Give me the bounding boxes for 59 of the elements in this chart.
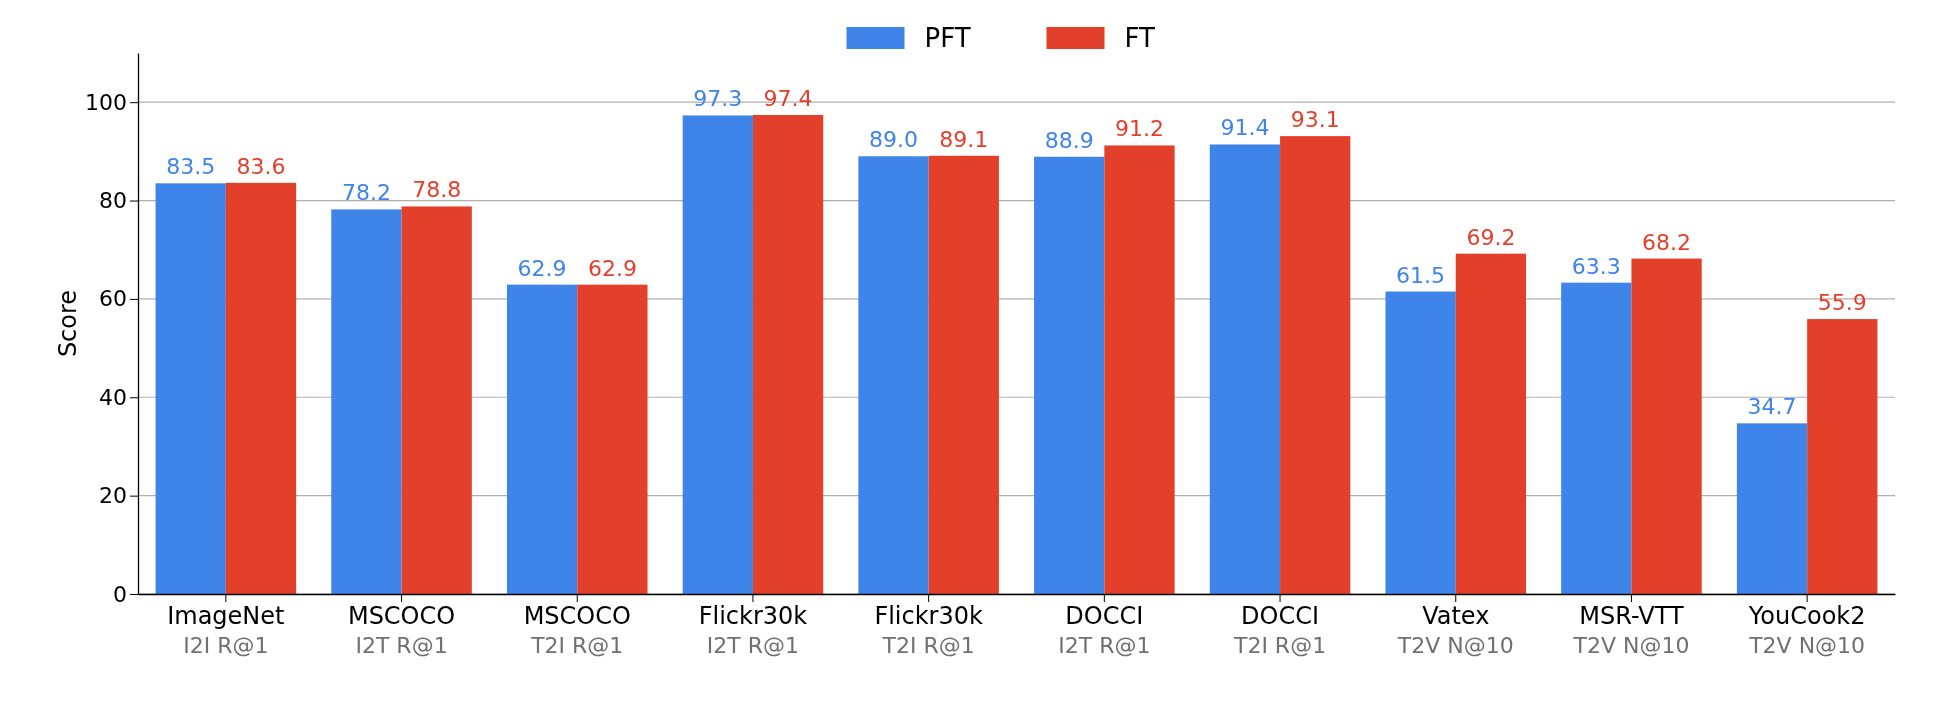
bar	[401, 206, 472, 594]
x-tick-label: DOCCI I2T R@1	[1058, 602, 1151, 658]
x-tick-label: ImageNet I2I R@1	[167, 602, 285, 658]
data-label: 88.9	[1044, 127, 1094, 153]
x-tick-label: MSR-VTT T2V N@10	[1572, 602, 1690, 658]
x-tick-label: YouCook2 T2V N@10	[1747, 602, 1866, 658]
bar	[1034, 156, 1105, 594]
bar	[331, 209, 402, 594]
bar	[155, 183, 226, 594]
data-label: 62.9	[587, 255, 637, 281]
bar	[1280, 136, 1351, 594]
y-tick-label: 100	[85, 89, 127, 115]
bar	[1631, 258, 1702, 594]
data-label: 55.9	[1817, 290, 1867, 316]
data-label: 97.4	[763, 85, 813, 111]
data-label: 89.0	[869, 127, 918, 153]
bar	[225, 182, 297, 594]
bar	[928, 155, 999, 594]
bar	[1736, 423, 1808, 594]
bar	[1561, 282, 1632, 594]
y-tick-label: 0	[113, 581, 127, 607]
data-label: 34.7	[1747, 394, 1797, 420]
y-tick-label: 60	[99, 286, 127, 312]
data-label: 68.2	[1642, 229, 1692, 255]
x-tick-label: Flickr30k I2T R@1	[698, 602, 808, 658]
data-label: 97.3	[693, 86, 743, 112]
x-tick-label: Flickr30k T2I R@1	[874, 602, 984, 658]
data-label: 69.2	[1466, 224, 1516, 250]
bar	[1807, 319, 1878, 594]
x-tick-label: Vatex T2V N@10	[1396, 602, 1514, 658]
bar	[577, 284, 648, 594]
bar	[1455, 253, 1527, 594]
data-label: 62.9	[517, 255, 567, 281]
y-axis-title: Score	[54, 289, 82, 358]
legend-label: PFT	[924, 23, 971, 53]
bar	[752, 114, 824, 594]
y-tick-label: 20	[99, 483, 127, 509]
x-tick-label: MSCOCO I2T R@1	[347, 602, 456, 658]
data-label: 91.4	[1220, 115, 1270, 141]
legend-label: FT	[1124, 23, 1155, 53]
data-label: 83.6	[236, 153, 286, 179]
bar	[1104, 145, 1175, 594]
bar	[506, 284, 578, 594]
data-label: 63.3	[1571, 253, 1621, 279]
x-tick-label: DOCCI T2I R@1	[1232, 602, 1327, 658]
y-tick-label: 40	[99, 384, 127, 410]
data-label: 78.8	[412, 177, 462, 203]
data-label: 89.1	[939, 126, 989, 152]
bar	[858, 156, 929, 594]
data-label: 83.5	[166, 154, 216, 180]
data-label: 78.2	[341, 180, 391, 206]
bar	[682, 115, 753, 594]
bar	[1209, 144, 1281, 594]
data-label: 93.1	[1290, 107, 1340, 133]
data-label: 61.5	[1396, 262, 1446, 288]
x-tick-label: MSCOCO T2I R@1	[523, 602, 631, 658]
y-tick-label: 80	[99, 188, 127, 214]
data-label: 91.2	[1115, 116, 1164, 142]
bar	[1385, 291, 1456, 594]
